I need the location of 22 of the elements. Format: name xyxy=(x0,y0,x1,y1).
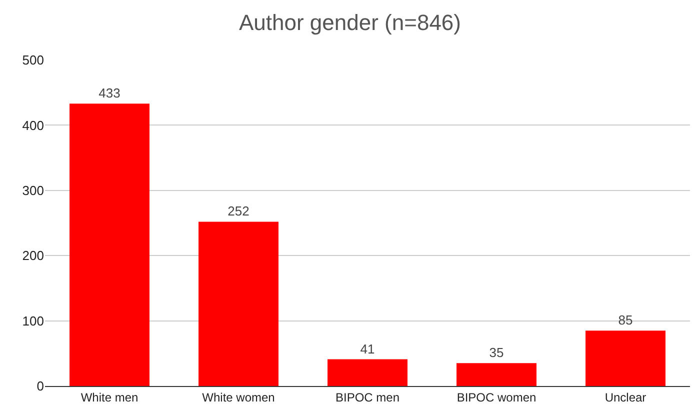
bar xyxy=(198,222,278,386)
data-label: 41 xyxy=(360,341,375,356)
x-tick-label: BIPOC women xyxy=(456,390,536,404)
data-label: 252 xyxy=(228,204,250,219)
y-tick-label: 400 xyxy=(22,118,44,133)
y-tick-label: 100 xyxy=(22,313,44,328)
bar xyxy=(70,104,150,386)
data-label: 35 xyxy=(489,345,504,360)
bar xyxy=(328,359,408,386)
y-tick-label: 300 xyxy=(22,182,44,198)
data-label: 85 xyxy=(618,312,633,328)
y-tick-label: 0 xyxy=(36,378,44,394)
bar xyxy=(456,363,536,386)
data-label: 433 xyxy=(98,86,120,101)
chart-title: Author gender (n=846) xyxy=(239,10,461,35)
y-tick-label: 500 xyxy=(22,52,44,68)
x-tick-label: Unclear xyxy=(604,390,646,404)
x-tick-label: White women xyxy=(202,390,275,404)
x-tick-label: White men xyxy=(80,390,138,404)
bar xyxy=(586,330,666,386)
y-tick-label: 200 xyxy=(22,248,44,264)
x-tick-label: BIPOC men xyxy=(335,390,400,404)
